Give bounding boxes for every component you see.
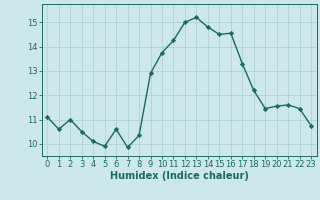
X-axis label: Humidex (Indice chaleur): Humidex (Indice chaleur) bbox=[110, 171, 249, 181]
